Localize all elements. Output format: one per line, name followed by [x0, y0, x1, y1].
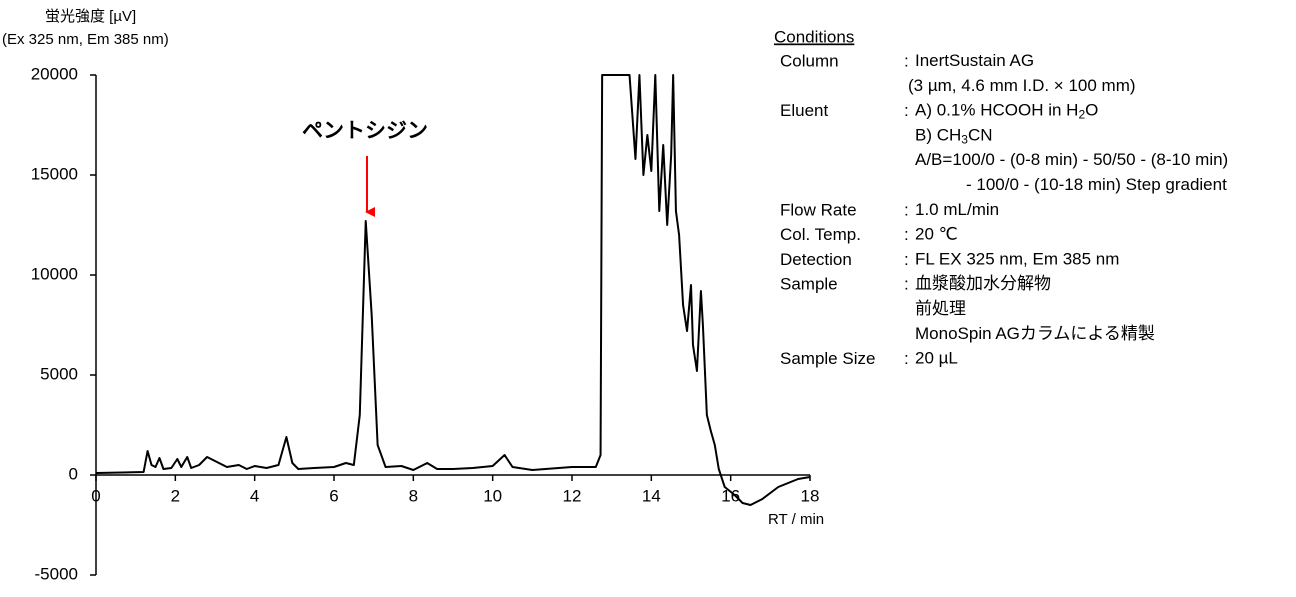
condition-label: Eluent: [780, 101, 828, 120]
condition-value: FL EX 325 nm, Em 385 nm: [915, 250, 1119, 269]
condition-value: 20 ℃: [915, 225, 958, 244]
condition-label: Flow Rate: [780, 200, 857, 219]
condition-separator: :: [904, 275, 909, 294]
condition-separator: :: [904, 349, 909, 368]
condition-value: - 100/0 - (10-18 min) Step gradient: [966, 175, 1227, 194]
condition-label: Col. Temp.: [780, 225, 861, 244]
y-tick-label: 5000: [40, 364, 78, 383]
x-tick-label: 8: [409, 486, 418, 505]
condition-separator: :: [904, 225, 909, 244]
condition-separator: :: [904, 200, 909, 219]
x-axis-label: RT / min: [768, 511, 824, 528]
conditions: Column: InertSustain AG (3 µm, 4.6 mm I.D.…: [780, 51, 1228, 368]
condition-value: MonoSpin AGカラムによる精製: [915, 324, 1155, 343]
x-tick-label: 10: [483, 486, 502, 505]
condition-value: A/B=100/0 - (0-8 min) - 50/50 - (8-10 mi…: [915, 151, 1228, 170]
subscript: 3: [961, 132, 968, 146]
y-tick-label: 10000: [31, 264, 78, 283]
text-segment: B) CH: [915, 126, 961, 145]
annotation: ペントシジン: [302, 120, 428, 143]
condition-value: 1.0 mL/min: [915, 200, 999, 219]
y-tick-label: 20000: [31, 64, 78, 83]
condition-label: Sample: [780, 275, 838, 294]
condition-value: 血漿酸加水分解物: [915, 275, 1051, 294]
text-segment: A/B=100/0 - (0-8 min) - 50/50 - (8-10 mi…: [915, 151, 1228, 170]
text-segment: FL EX 325 nm, Em 385 nm: [915, 250, 1119, 269]
condition-separator: :: [904, 250, 909, 269]
x-tick-label: 16: [721, 486, 740, 505]
condition-value: InertSustain AG: [915, 51, 1034, 70]
condition-separator: :: [904, 101, 909, 120]
y-axis-label: (Ex 325 nm, Em 385 nm): [2, 31, 169, 48]
y-tick-label: 15000: [31, 164, 78, 183]
condition-label: Sample Size: [780, 349, 875, 368]
x-tick-label: 0: [91, 486, 100, 505]
chromatogram-line: [95, 74, 811, 506]
text-segment: 1.0 mL/min: [915, 200, 999, 219]
text-segment: (3 µm, 4.6 mm I.D. × 100 mm): [908, 76, 1136, 95]
x-tick-label: 12: [563, 486, 582, 505]
x-tick-label: 2: [171, 486, 180, 505]
condition-value: (3 µm, 4.6 mm I.D. × 100 mm): [908, 76, 1136, 95]
text-segment: - 100/0 - (10-18 min) Step gradient: [966, 175, 1227, 194]
condition-value: 20 µL: [915, 349, 958, 368]
condition-value: A) 0.1% HCOOH in H2O: [915, 101, 1098, 121]
y-tick-label: 0: [69, 464, 78, 483]
text-segment: O: [1085, 101, 1098, 120]
text-segment: 血漿酸加水分解物: [915, 275, 1051, 294]
text-segment: 20 ℃: [915, 225, 958, 244]
x-tick-label: 14: [642, 486, 661, 505]
text-segment: CN: [968, 126, 993, 145]
conditions-title: Conditions: [774, 27, 854, 46]
x-tick-label: 4: [250, 486, 259, 505]
text-segment: 20 µL: [915, 349, 958, 368]
condition-value: B) CH3CN: [915, 126, 993, 146]
condition-label: Detection: [780, 250, 852, 269]
text-segment: A) 0.1% HCOOH in H: [915, 101, 1078, 120]
condition-value: 前処理: [915, 299, 966, 318]
text-segment: 前処理: [915, 299, 966, 318]
subscript: 2: [1078, 107, 1085, 121]
y-axis-label: 蛍光強度 [µV]: [45, 8, 136, 25]
text-segment: MonoSpin AGカラムによる精製: [915, 324, 1155, 343]
x-tick-label: 18: [801, 486, 820, 505]
condition-label: Column: [780, 51, 839, 70]
condition-separator: :: [904, 51, 909, 70]
y-tick-label: -5000: [35, 564, 78, 583]
text-segment: InertSustain AG: [915, 51, 1034, 70]
x-tick-label: 6: [329, 486, 338, 505]
